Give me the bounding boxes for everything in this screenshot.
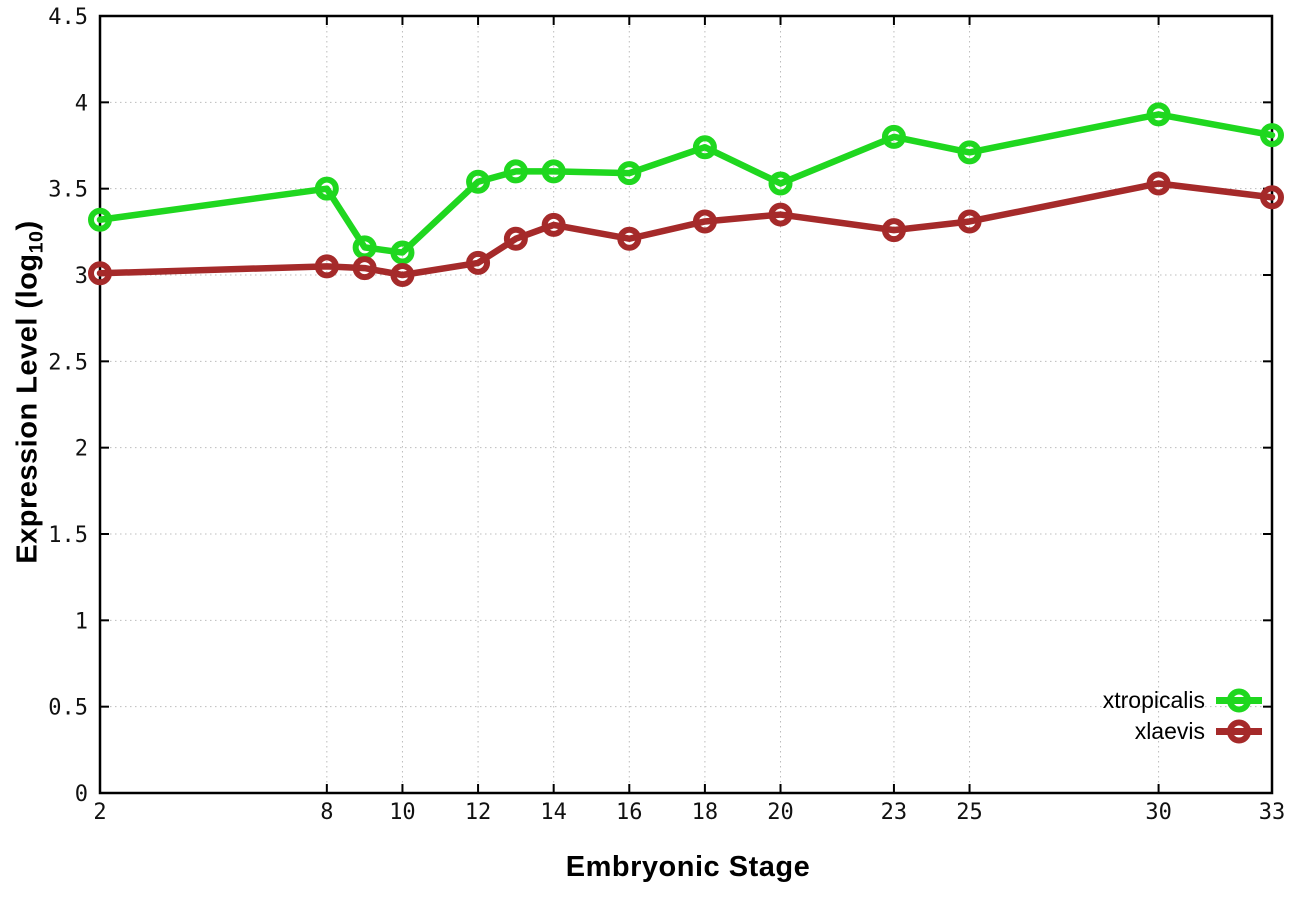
x-tick-label-8: 8 <box>320 800 333 825</box>
legend-label-xtropicalis: xtropicalis <box>1102 687 1205 713</box>
data-point-xtropicalis-stage-33 <box>1260 123 1284 148</box>
legend-item-xtropicalis: xtropicalis <box>1103 687 1264 714</box>
data-point-xlaevis-stage-2 <box>88 261 112 286</box>
data-point-xlaevis-stage-18 <box>692 209 717 234</box>
y-tick-label-0.5: 0.5 <box>48 696 88 721</box>
legend-marker-xtropicalis-icon <box>1216 688 1262 713</box>
y-axis-title-subscript: 10 <box>25 230 48 254</box>
y-tick-label-1.5: 1.5 <box>48 523 88 548</box>
legend-label-xlaevis: xlaevis <box>1134 718 1205 744</box>
x-tick-label-2: 2 <box>93 800 106 825</box>
x-axis-title: Embryonic Stage <box>565 851 811 883</box>
x-tick-label-16: 16 <box>616 800 643 825</box>
data-point-xtropicalis-stage-16 <box>617 161 642 186</box>
legend-item-xlaevis: xlaevis <box>1103 718 1264 745</box>
data-point-xlaevis-stage-25 <box>957 209 982 234</box>
series-line-xtropicalis <box>96 111 1276 256</box>
data-point-xlaevis-stage-16 <box>617 226 642 251</box>
y-tick-label-4.5: 4.5 <box>48 5 88 30</box>
y-axis-title-close: ) <box>11 220 44 231</box>
data-point-xlaevis-stage-8 <box>314 254 339 279</box>
y-tick-label-3: 3 <box>75 264 88 289</box>
data-point-xtropicalis-stage-13 <box>503 159 528 184</box>
data-point-xtropicalis-stage-10 <box>390 240 415 265</box>
data-point-xtropicalis-stage-18 <box>692 135 717 160</box>
data-point-xlaevis-stage-23 <box>881 218 906 243</box>
x-tick-label-23: 23 <box>881 800 908 825</box>
x-tick-label-33: 33 <box>1259 800 1286 825</box>
plot-border <box>98 14 1274 795</box>
x-tick-label-14: 14 <box>540 800 567 825</box>
y-tick-label-0: 0 <box>75 782 88 807</box>
y-axis-title: Expression Level (log10) <box>12 220 49 563</box>
data-point-xtropicalis-stage-14 <box>541 159 566 184</box>
data-point-xlaevis-stage-33 <box>1260 185 1284 210</box>
data-point-xtropicalis-stage-12 <box>466 169 491 194</box>
y-tick-label-1: 1 <box>75 609 88 634</box>
y-tick-label-2.5: 2.5 <box>48 350 88 375</box>
x-tick-label-20: 20 <box>767 800 794 825</box>
data-point-xtropicalis-stage-20 <box>768 171 793 196</box>
x-tick-label-10: 10 <box>389 800 416 825</box>
data-point-xtropicalis-stage-25 <box>957 140 982 165</box>
y-tick-label-2: 2 <box>75 437 88 462</box>
data-point-xlaevis-stage-14 <box>541 212 566 237</box>
data-point-xtropicalis-stage-8 <box>314 176 339 201</box>
x-tick-label-30: 30 <box>1145 800 1172 825</box>
data-point-xlaevis-stage-20 <box>768 202 793 227</box>
data-point-xtropicalis-stage-30 <box>1146 102 1171 127</box>
legend: xtropicalis xlaevis <box>1103 687 1264 745</box>
y-axis-title-text: Expression Level (log <box>11 253 44 564</box>
data-point-xtropicalis-stage-23 <box>881 124 906 149</box>
data-point-xlaevis-stage-9 <box>352 256 377 281</box>
y-tick-label-4: 4 <box>75 91 88 116</box>
data-point-xtropicalis-stage-2 <box>88 207 112 232</box>
x-tick-label-25: 25 <box>956 800 983 825</box>
data-point-xlaevis-stage-30 <box>1146 171 1171 196</box>
data-point-xlaevis-stage-10 <box>390 263 415 287</box>
legend-marker-xlaevis-icon <box>1216 719 1262 744</box>
data-point-xlaevis-stage-13 <box>503 226 528 251</box>
x-tick-label-12: 12 <box>465 800 492 825</box>
y-tick-label-3.5: 3.5 <box>48 178 88 203</box>
x-tick-label-18: 18 <box>692 800 719 825</box>
data-point-xlaevis-stage-12 <box>466 250 491 275</box>
